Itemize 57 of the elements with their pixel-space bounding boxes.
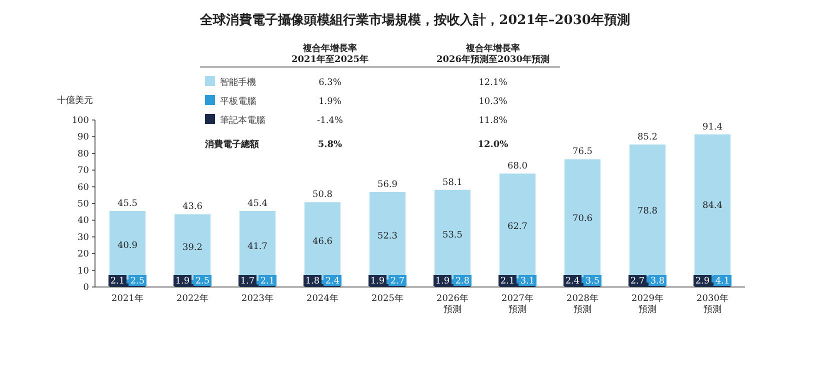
y-tick-label: 0 bbox=[83, 283, 90, 293]
data-label: 41.7 bbox=[247, 242, 268, 252]
total-label: 76.5 bbox=[572, 147, 593, 158]
data-label: 52.3 bbox=[377, 232, 398, 242]
y-tick-label: 40 bbox=[78, 216, 90, 226]
x-tick-label: 2021年 bbox=[112, 293, 144, 304]
text: 複合年增長率 2026年預測至2030年預測 bbox=[436, 43, 550, 65]
total-label: 43.6 bbox=[182, 202, 203, 212]
y-tick-label: 20 bbox=[78, 250, 90, 260]
x-tick-label: 2024年 bbox=[306, 293, 338, 304]
y-tick-label: 30 bbox=[78, 232, 90, 243]
text: 10.3% bbox=[478, 97, 508, 107]
data-label: 84.4 bbox=[702, 200, 723, 211]
y-tick-label: 100 bbox=[72, 116, 90, 126]
total-label: 85.2 bbox=[637, 132, 658, 143]
annotation: 12.0% bbox=[478, 140, 509, 150]
data-label: 78.8 bbox=[637, 206, 658, 216]
y-axis-title: 十億美元 bbox=[57, 95, 93, 106]
legend-label: 智能手機 bbox=[220, 77, 256, 88]
annotation: 5.8% bbox=[318, 140, 343, 150]
text: 12.1% bbox=[478, 78, 508, 88]
y-tick-label: 80 bbox=[78, 149, 90, 160]
y-tick-label: 10 bbox=[78, 266, 90, 276]
y-tick-label: 50 bbox=[78, 200, 90, 210]
text: 6.3% bbox=[318, 78, 342, 88]
x-tick-label: 2023年 bbox=[242, 293, 274, 304]
data-label: 40.9 bbox=[117, 241, 138, 252]
total-label: 50.8 bbox=[312, 190, 333, 200]
x-tick-label: 2022年 bbox=[176, 293, 208, 304]
y-tick-label: 60 bbox=[78, 182, 90, 193]
total-label: 91.4 bbox=[702, 122, 723, 132]
data-label: 39.2 bbox=[182, 242, 203, 253]
total-label: 58.1 bbox=[442, 178, 463, 188]
y-tick-label: 70 bbox=[78, 166, 90, 176]
text: 複合年增長率 2021年至2025年 bbox=[291, 43, 369, 65]
total-label: 68.0 bbox=[507, 162, 528, 172]
x-tick-label: 2025年 bbox=[372, 293, 404, 304]
chart-title: 全球消費電子攝像頭模組行業市場規模，按收入計，2021年–2030年預測 bbox=[199, 12, 630, 28]
total-label: 45.4 bbox=[247, 199, 268, 210]
legend-label: 筆記本電腦 bbox=[220, 115, 265, 126]
x-tick-label: 2028年預測 bbox=[566, 293, 598, 315]
data-label: 53.5 bbox=[442, 230, 463, 240]
text: 1.9% bbox=[318, 97, 342, 107]
annotation: -1.4% bbox=[317, 116, 344, 126]
x-tick-label: 2029年預測 bbox=[632, 293, 664, 315]
data-label: 46.6 bbox=[312, 237, 333, 248]
total-label: 56.9 bbox=[377, 180, 398, 190]
total-label: 45.5 bbox=[117, 199, 138, 210]
x-tick-label: 2027年預測 bbox=[502, 293, 534, 315]
x-tick-label: 2030年預測 bbox=[696, 293, 728, 315]
annotation: 11.8% bbox=[478, 116, 508, 126]
legend-label: 平板電腦 bbox=[220, 96, 256, 107]
data-label: 62.7 bbox=[507, 222, 528, 232]
annotation: 消費電子總額 bbox=[204, 139, 259, 150]
data-label: 70.6 bbox=[572, 214, 593, 224]
y-tick-label: 90 bbox=[78, 132, 90, 143]
x-tick-label: 2026年預測 bbox=[436, 293, 468, 315]
